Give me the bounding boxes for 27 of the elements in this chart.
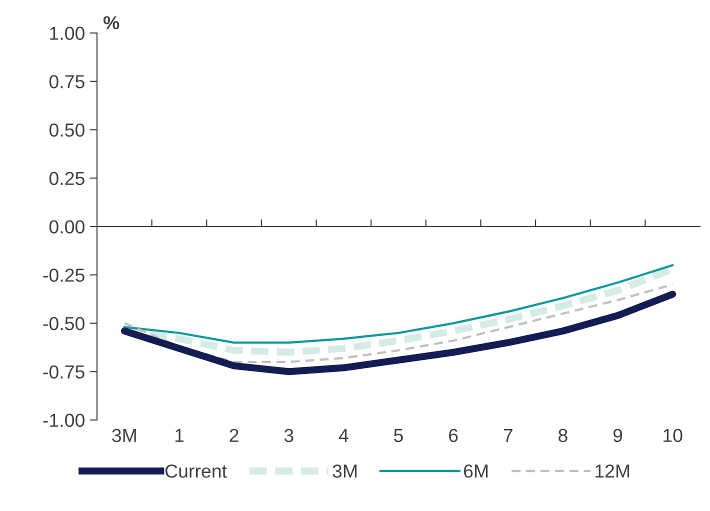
x-tick-label: 5 — [394, 429, 403, 442]
legend-label: Current — [165, 464, 227, 478]
y-tick-label: -0.25 — [43, 268, 84, 282]
line-series — [123, 264, 674, 344]
x-tick-label: 1 — [175, 429, 184, 442]
x-tick-label: 4 — [338, 429, 348, 442]
y-tick-label: -0.75 — [43, 365, 84, 379]
y-tick-label: 0.50 — [49, 123, 84, 137]
y-tick-label: 0.00 — [49, 220, 84, 234]
x-tick-label: 9 — [613, 428, 622, 442]
y-tick-label: 0.25 — [49, 172, 84, 186]
x-tick-label: 6 — [449, 428, 458, 442]
legend-label: 6M — [464, 464, 488, 478]
legend-label: 12M — [596, 464, 630, 478]
y-tick-label: 0.75 — [49, 75, 84, 88]
x-tick-label: 10 — [664, 428, 682, 442]
x-tick-label: 3 — [284, 428, 294, 442]
x-tick-label: 2 — [230, 428, 238, 442]
y-tick-label: 1.00 — [50, 26, 84, 40]
x-tick-label: 3M — [112, 428, 136, 442]
x-tick-label: 8 — [558, 428, 568, 442]
y-tick-label: -1.00 — [43, 414, 84, 427]
x-tick-label: 7 — [504, 429, 512, 442]
y-axis-title: % — [103, 16, 120, 30]
line-series — [123, 283, 674, 364]
y-tick-label: -0.50 — [43, 316, 84, 330]
legend-label: 3M — [332, 464, 357, 478]
